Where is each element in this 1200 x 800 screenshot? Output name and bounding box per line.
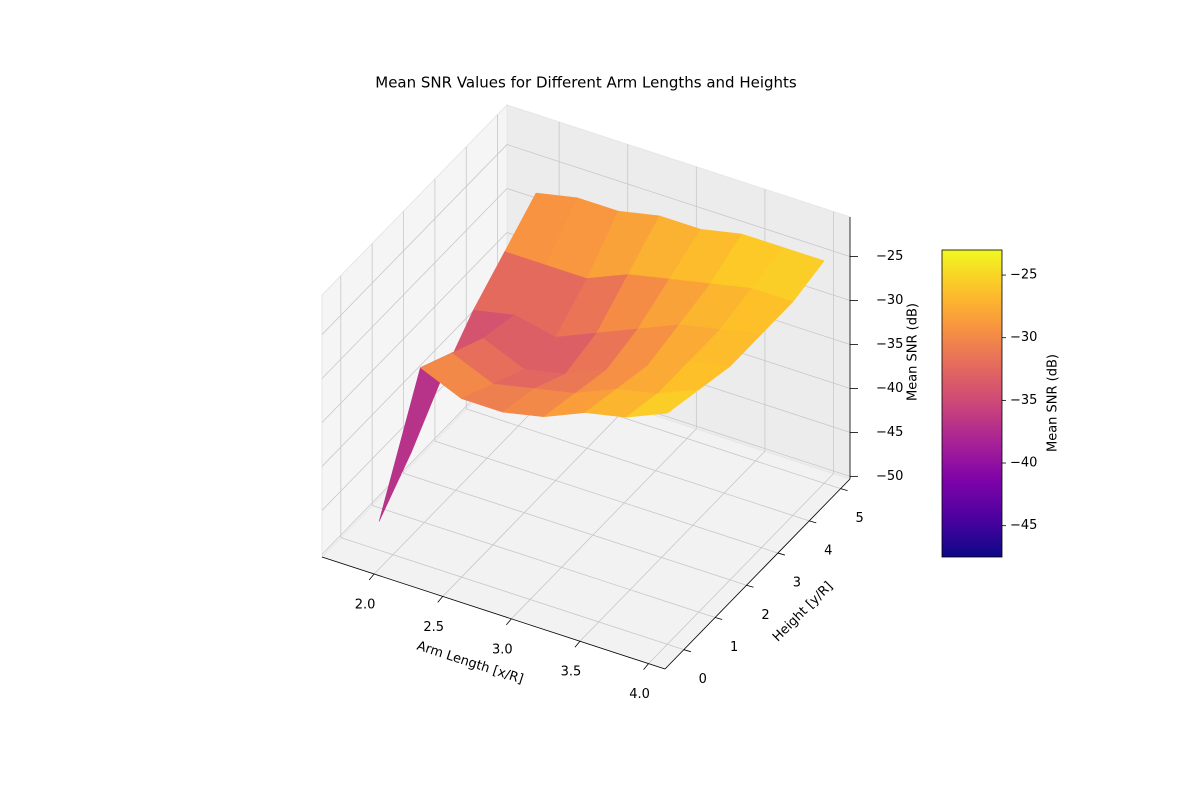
grid-line: [434, 440, 779, 554]
chart-title: Mean SNR Values for Different Arm Length…: [375, 74, 797, 92]
tick-mark: [506, 618, 512, 626]
grid-line: [579, 450, 766, 642]
y-tick-label: 3: [793, 576, 801, 591]
x-axis-line: [321, 556, 666, 670]
tick-mark: [777, 552, 785, 556]
y-axis-label: Height [y/R]: [770, 579, 836, 645]
grid-line: [466, 408, 810, 522]
y-tick-label: 4: [824, 543, 832, 558]
colorbar-tick-label: −30: [1010, 330, 1037, 345]
y-tick-label: 1: [730, 640, 738, 655]
tick-mark: [840, 488, 848, 492]
x-tick-label: 3.5: [561, 665, 582, 680]
tick-mark: [746, 584, 754, 588]
z-tick-label: −35: [876, 337, 903, 352]
grid-line: [506, 144, 851, 257]
colorbar-tick-label: −25: [1010, 268, 1037, 283]
grid-line: [372, 505, 716, 618]
colorbar-label: Mean SNR (dB): [1046, 354, 1061, 452]
grid-line: [511, 428, 697, 620]
z-tick-label: −50: [876, 469, 903, 484]
y-tick-label: 2: [761, 608, 769, 623]
tick-mark: [715, 617, 723, 620]
z-tick-label: −25: [876, 249, 903, 264]
grid-line: [321, 188, 508, 379]
x-tick-label: 3.0: [492, 642, 513, 657]
surface-patch: [625, 389, 700, 418]
y-tick-label: 0: [699, 672, 707, 687]
tick-mark: [683, 649, 691, 653]
grid-line: [321, 232, 508, 423]
colorbar-tick-label: −45: [1010, 518, 1037, 533]
x-tick-label: 2.5: [423, 620, 444, 635]
grid-line: [373, 383, 560, 575]
tick-mark: [437, 596, 444, 603]
colorbar: [941, 249, 1003, 558]
tick-mark: [574, 640, 581, 648]
tick-mark: [368, 573, 375, 581]
colorbar-tick-label: −40: [1010, 456, 1037, 471]
z-tick-label: −45: [876, 425, 903, 440]
grid-line: [340, 537, 684, 651]
y-tick-label: 5: [855, 511, 863, 526]
colorbar-tick-label: −35: [1010, 393, 1037, 408]
z-tick-label: −40: [876, 381, 903, 396]
tick-mark: [809, 520, 817, 524]
z-tick-label: −30: [876, 293, 903, 308]
x-tick-label: 2.0: [355, 598, 376, 613]
grid-line: [403, 472, 747, 586]
grid-line: [442, 406, 629, 597]
x-tick-label: 4.0: [629, 687, 650, 702]
z-axis-label: Mean SNR (dB): [906, 303, 921, 401]
y-axis-line: [664, 478, 851, 670]
grid-line: [321, 144, 508, 335]
tick-mark: [643, 663, 649, 670]
grid-line: [648, 473, 834, 664]
